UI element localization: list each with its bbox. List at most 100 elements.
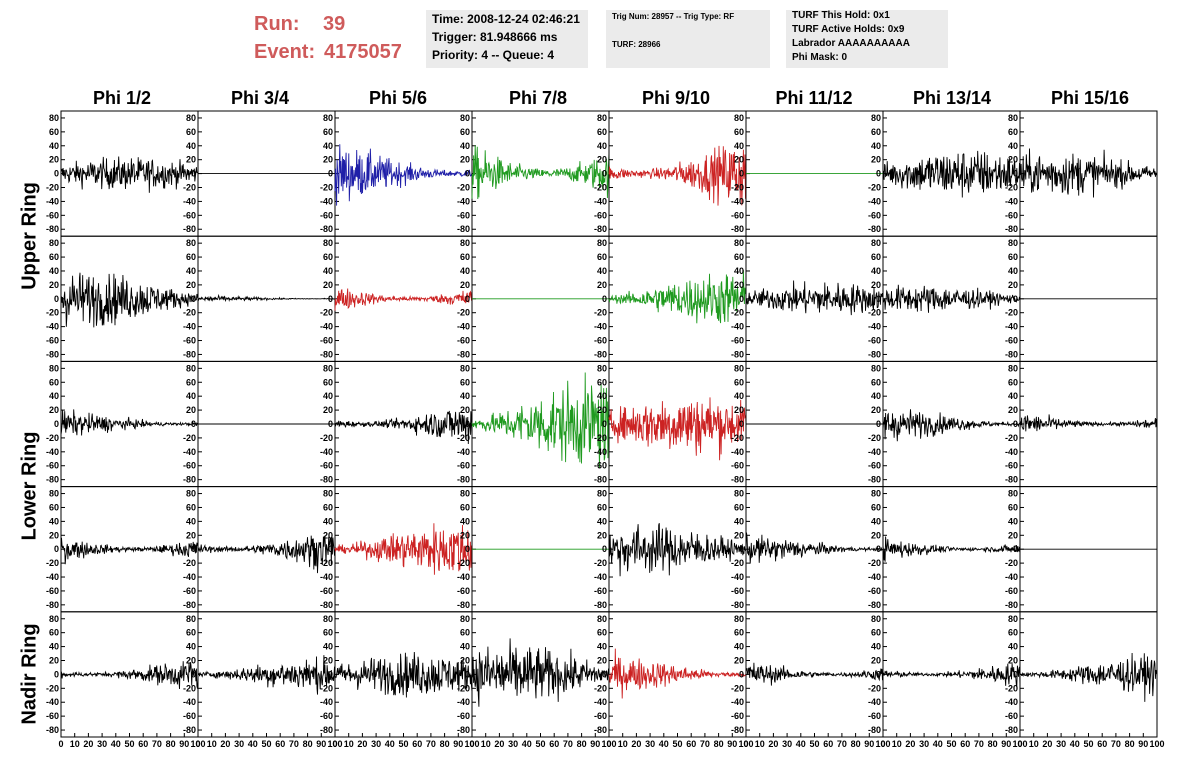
x-tick-label: 30 xyxy=(919,739,929,749)
y-tick-label: -80 xyxy=(868,475,881,485)
x-tick-label: 70 xyxy=(1111,739,1121,749)
y-tick-label: -80 xyxy=(731,349,744,359)
x-tick-label: 20 xyxy=(83,739,93,749)
x-tick-label: 20 xyxy=(220,739,230,749)
y-tick-label: -60 xyxy=(731,586,744,596)
y-tick-label: -40 xyxy=(183,196,196,206)
y-tick-label: -80 xyxy=(457,349,470,359)
y-tick-label: 40 xyxy=(734,141,744,151)
y-tick-label: 20 xyxy=(734,155,744,165)
y-tick-label: 40 xyxy=(1008,266,1018,276)
y-tick-label: -60 xyxy=(731,461,744,471)
y-tick-label: -60 xyxy=(183,210,196,220)
y-tick-label: 0 xyxy=(191,294,196,304)
x-tick-label: 40 xyxy=(659,739,669,749)
y-tick-label: -40 xyxy=(320,196,333,206)
y-tick-label: 40 xyxy=(323,391,333,401)
y-tick-label: -80 xyxy=(320,475,333,485)
y-tick-label: 60 xyxy=(460,127,470,137)
x-tick-label: 70 xyxy=(974,739,984,749)
y-tick-label: 0 xyxy=(54,419,59,429)
y-tick-label: 40 xyxy=(871,642,881,652)
y-tick-label: -40 xyxy=(1005,196,1018,206)
y-tick-label: -60 xyxy=(1005,210,1018,220)
y-tick-label: 0 xyxy=(876,669,881,679)
waveform-panel-r3-c5: 80 60 40 20 0 -20 -40 -60 -80 xyxy=(731,486,884,613)
waveform-panel-r2-c5: 80 60 40 20 0 -20 -40 -60 -80 xyxy=(731,360,884,488)
y-tick-label: 60 xyxy=(186,377,196,387)
y-tick-label: -20 xyxy=(594,558,607,568)
y-tick-label: -80 xyxy=(594,600,607,610)
y-tick-label: -20 xyxy=(320,308,333,318)
waveform-trace xyxy=(334,144,473,206)
waveform-panel-r3-c3: 80 60 40 20 0 -20 -40 -60 -80 xyxy=(457,486,610,613)
trigger-number-box: Trig Num: 28957 -- Trig Type: RF TURF: 2… xyxy=(606,10,770,68)
y-tick-label: -20 xyxy=(868,433,881,443)
waveform-panel-r3-c0: 80 60 40 20 0 -20 -40 -60 -80 xyxy=(46,486,199,613)
y-tick-label: -40 xyxy=(731,196,744,206)
x-tick-label: 30 xyxy=(508,739,518,749)
y-tick-label: 80 xyxy=(186,489,196,499)
y-tick-label: 20 xyxy=(323,655,333,665)
y-tick-label: -80 xyxy=(1005,600,1018,610)
x-tick-label: 40 xyxy=(522,739,532,749)
waveform-trace xyxy=(197,655,336,695)
x-tick-label: 100 xyxy=(464,739,479,749)
x-tick-label: 50 xyxy=(535,739,545,749)
y-tick-label: -20 xyxy=(457,183,470,193)
y-tick-label: 40 xyxy=(460,642,470,652)
y-tick-label: 0 xyxy=(1013,544,1018,554)
x-tick-label: 80 xyxy=(988,739,998,749)
waveform-trace xyxy=(334,523,473,575)
x-tick-label: 100 xyxy=(1012,739,1027,749)
waveform-panel-r0-c5: 80 60 40 20 0 -20 -40 -60 -80 xyxy=(731,110,884,237)
y-tick-label: 80 xyxy=(597,363,607,373)
y-tick-label: 80 xyxy=(460,489,470,499)
x-tick-label: 0 xyxy=(332,739,337,749)
y-tick-label: 40 xyxy=(871,391,881,401)
y-tick-label: -60 xyxy=(594,461,607,471)
y-tick-label: -20 xyxy=(868,308,881,318)
waveform-trace xyxy=(60,537,199,565)
y-tick-label: 60 xyxy=(460,252,470,262)
y-tick-label: 60 xyxy=(460,377,470,387)
y-tick-label: 0 xyxy=(739,669,744,679)
y-tick-label: -60 xyxy=(457,711,470,721)
y-tick-label: -20 xyxy=(46,558,59,568)
y-tick-label: 80 xyxy=(734,614,744,624)
x-tick-label: 80 xyxy=(851,739,861,749)
x-tick-label: 90 xyxy=(316,739,326,749)
x-tick-label: 20 xyxy=(494,739,504,749)
waveform-trace xyxy=(608,270,747,324)
y-tick-label: 0 xyxy=(739,419,744,429)
y-tick-label: -20 xyxy=(731,433,744,443)
x-tick-label: 20 xyxy=(357,739,367,749)
y-tick-label: 20 xyxy=(460,405,470,415)
waveform-trace xyxy=(608,145,747,206)
y-tick-label: 40 xyxy=(186,391,196,401)
y-tick-label: 80 xyxy=(871,489,881,499)
y-tick-label: 80 xyxy=(871,113,881,123)
y-tick-label: -20 xyxy=(1005,308,1018,318)
y-tick-label: 0 xyxy=(465,169,470,179)
waveform-panel-r1-c0: 80 60 40 20 0 -20 -40 -60 -80 xyxy=(46,235,199,362)
y-tick-label: -80 xyxy=(320,224,333,234)
x-tick-label: 60 xyxy=(138,739,148,749)
y-tick-label: 80 xyxy=(460,238,470,248)
y-tick-label: -60 xyxy=(868,210,881,220)
y-tick-label: -20 xyxy=(320,558,333,568)
y-tick-label: -20 xyxy=(457,558,470,568)
waveform-trace xyxy=(60,272,199,328)
y-tick-label: -60 xyxy=(1005,461,1018,471)
y-tick-label: -40 xyxy=(457,196,470,206)
priority-text: Priority: 4 -- Queue: 4 xyxy=(432,48,555,62)
y-tick-label: -40 xyxy=(457,447,470,457)
y-tick-label: 20 xyxy=(460,530,470,540)
y-tick-label: 60 xyxy=(871,377,881,387)
y-tick-label: 80 xyxy=(186,363,196,373)
waveform-trace xyxy=(334,410,473,445)
y-tick-label: -80 xyxy=(320,600,333,610)
x-tick-label: 60 xyxy=(275,739,285,749)
y-tick-label: 40 xyxy=(186,642,196,652)
